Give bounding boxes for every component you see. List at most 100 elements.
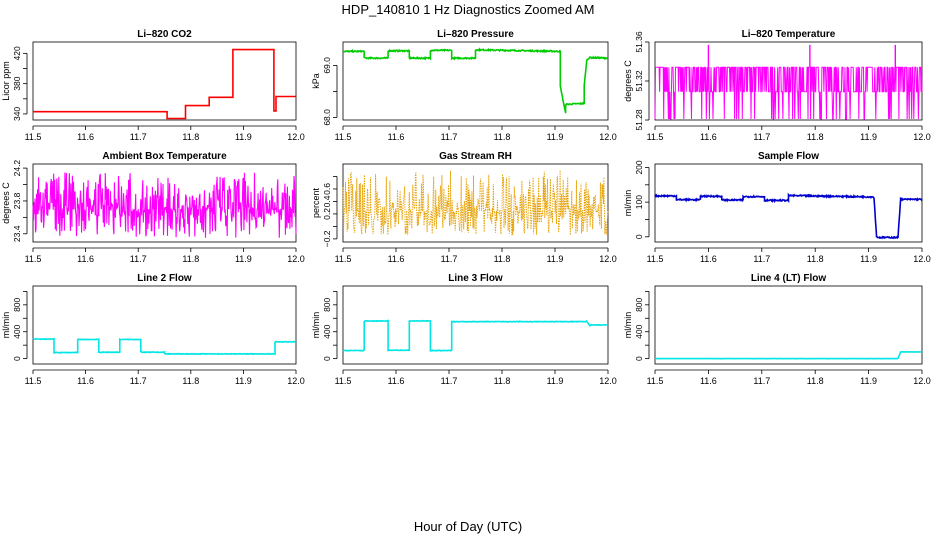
- panel-title-ambient-box-temperature: Ambient Box Temperature: [102, 151, 227, 162]
- y-tick-label: 24.2: [12, 160, 22, 177]
- x-tick-label: 12.0: [913, 132, 931, 142]
- y-tick-label: 69.0: [322, 57, 332, 74]
- y-tick-label: 0: [322, 356, 332, 361]
- y-axis-label-li-820-pressure: kPa: [311, 73, 321, 89]
- y-tick-label: 800: [634, 297, 644, 311]
- x-tick-label: 11.6: [700, 132, 717, 142]
- x-tick-label: 12.0: [599, 254, 617, 264]
- panel-ambient-box-temperature: Ambient Box Temperature 11.5 11.6 11.7 11.8 1…: [1, 151, 305, 264]
- panel-grid: Li–820 CO2 11.5 11.6 11.7 11.8 11.9 12.0 340 380…: [1, 29, 931, 386]
- x-tick-label: 11.6: [700, 376, 717, 386]
- x-tick-label: 11.5: [25, 254, 42, 264]
- y-axis-label-li-820-co2: Licor ppm: [1, 61, 11, 101]
- x-tick-label: 11.8: [182, 132, 199, 142]
- y-tick-label: 0.6: [322, 183, 332, 195]
- panel-li-820-co2: Li–820 CO2 11.5 11.6 11.7 11.8 11.9 12.0 340 380…: [1, 29, 305, 142]
- y-tick-label: 340: [12, 107, 22, 121]
- panel-li-820-temperature: Li–820 Temperature 11.5 11.6 11.7 11.8 11.9 12…: [623, 29, 931, 142]
- x-tick-label: 11.7: [753, 254, 770, 264]
- y-tick-label: 400: [322, 324, 332, 338]
- y-tick-label: 100: [634, 195, 644, 209]
- x-tick-label: 12.0: [599, 132, 617, 142]
- x-tick-label: 11.8: [807, 132, 824, 142]
- x-tick-label: 11.5: [25, 376, 42, 386]
- figure-title: HDP_140810 1 Hz Diagnostics Zoomed AM: [342, 2, 595, 17]
- panel-line-4-lt-flow: Line 4 (LT) Flow 11.5 11.6 11.7 11.8 11.9 12.0…: [623, 273, 931, 386]
- panel-title-sample-flow: Sample Flow: [758, 151, 819, 162]
- x-tick-label: 11.9: [235, 132, 252, 142]
- x-tick-label: 11.6: [77, 376, 94, 386]
- x-tick-label: 11.5: [647, 254, 664, 264]
- x-tick-label: 11.7: [753, 376, 770, 386]
- panel-li-820-pressure: Li–820 Pressure 11.5 11.6 11.7 11.8 11.9 12.0 6…: [311, 29, 617, 142]
- y-tick-label: 23.8: [12, 192, 22, 209]
- x-tick-label: 11.5: [647, 376, 664, 386]
- y-tick-label: −0.2: [322, 230, 332, 247]
- x-tick-label: 11.5: [335, 132, 352, 142]
- y-tick-label: 68.0: [322, 109, 332, 126]
- x-tick-label: 11.5: [25, 132, 42, 142]
- y-axis-label-sample-flow: ml/min: [623, 190, 633, 217]
- plot-frame: [32, 285, 297, 365]
- y-tick-label: 23.4: [12, 225, 22, 242]
- y-tick-label: 0.2: [322, 208, 332, 220]
- x-tick-label: 11.6: [700, 254, 717, 264]
- x-tick-label: 11.5: [647, 132, 664, 142]
- x-tick-label: 11.9: [547, 254, 564, 264]
- x-tick-label: 11.9: [235, 254, 252, 264]
- x-tick-label: 12.0: [287, 254, 305, 264]
- y-axis-label-li-820-temperature: degrees C: [623, 60, 633, 102]
- x-tick-label: 11.8: [182, 254, 199, 264]
- x-tick-label: 11.9: [235, 376, 252, 386]
- panel-line-2-flow: Line 2 Flow 11.5 11.6 11.7 11.8 11.9 12.0 0 400 8…: [1, 273, 305, 386]
- panel-title-gas-stream-rh: Gas Stream RH: [439, 151, 512, 162]
- x-tick-label: 12.0: [599, 376, 617, 386]
- x-tick-label: 11.8: [494, 376, 511, 386]
- series-line-sample-flow: [654, 192, 923, 240]
- y-axis-label-line-2-flow: ml/min: [1, 312, 11, 339]
- y-tick-label: 420: [12, 46, 22, 60]
- x-tick-label: 12.0: [913, 254, 931, 264]
- x-tick-label: 11.7: [441, 132, 458, 142]
- x-tick-label: 11.8: [494, 132, 511, 142]
- x-tick-label: 11.5: [335, 376, 352, 386]
- y-axis-label-ambient-box-temperature: degrees C: [1, 182, 11, 224]
- x-tick-label: 11.7: [753, 132, 770, 142]
- y-axis-label-line-3-flow: ml/min: [311, 312, 321, 339]
- x-tick-label: 11.8: [807, 376, 824, 386]
- x-tick-label: 11.8: [494, 254, 511, 264]
- x-tick-label: 11.8: [182, 376, 199, 386]
- y-tick-label: 400: [12, 324, 22, 338]
- x-tick-label: 11.7: [130, 376, 147, 386]
- plot-frame: [342, 41, 609, 121]
- x-tick-label: 11.6: [77, 132, 94, 142]
- series-line-line-2-flow: [32, 337, 297, 356]
- y-tick-label: 51.28: [634, 109, 644, 131]
- x-tick-label: 11.7: [130, 254, 147, 264]
- x-tick-label: 12.0: [913, 376, 931, 386]
- panel-line-3-flow: Line 3 Flow 11.5 11.6 11.7 11.8 11.9 12.0 0 400 8…: [311, 273, 617, 386]
- x-tick-label: 11.7: [441, 254, 458, 264]
- panel-title-li-820-temperature: Li–820 Temperature: [742, 29, 836, 40]
- x-tick-label: 11.6: [388, 132, 405, 142]
- series-points-gas-stream-rh: [342, 170, 609, 236]
- x-tick-label: 11.9: [860, 132, 877, 142]
- y-tick-label: 51.36: [634, 31, 644, 53]
- x-tick-label: 11.9: [860, 376, 877, 386]
- x-tick-label: 11.6: [388, 376, 405, 386]
- y-tick-label: 0: [634, 356, 644, 361]
- y-tick-label: 0.4: [322, 195, 332, 207]
- panel-gas-stream-rh: Gas Stream RH 11.5 11.6 11.7 11.8 11.9 12.0 −0.…: [311, 151, 617, 264]
- y-tick-label: 400: [634, 324, 644, 338]
- x-tick-label: 12.0: [287, 376, 305, 386]
- plot-frame: [654, 285, 923, 365]
- series-line-line-4-lt-flow: [655, 350, 922, 360]
- plot-frame: [32, 163, 297, 243]
- x-tick-label: 11.6: [77, 254, 94, 264]
- series-line-li-820-co2: [33, 48, 296, 120]
- x-tick-label: 12.0: [287, 132, 305, 142]
- y-tick-label: 51.32: [634, 70, 644, 92]
- series-line-li-820-pressure: [342, 47, 609, 114]
- y-tick-label: 380: [12, 76, 22, 90]
